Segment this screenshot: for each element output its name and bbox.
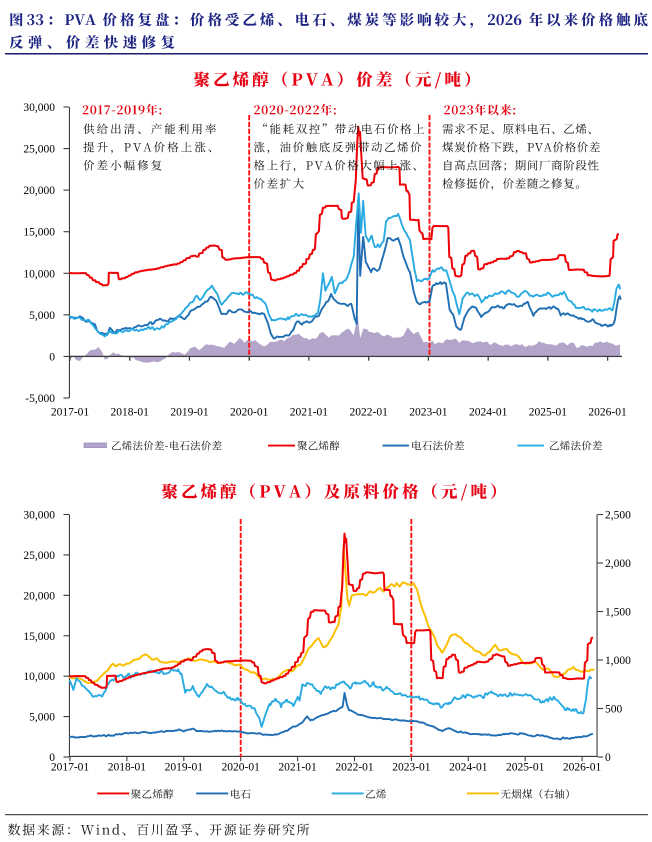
svg-text:2026-01: 2026-01 [563,762,602,774]
svg-text:2021-01: 2021-01 [278,762,317,774]
svg-text:2017-01: 2017-01 [51,407,90,419]
svg-text:30,000: 30,000 [23,510,55,522]
svg-text:1,000: 1,000 [605,655,631,667]
svg-text:30,000: 30,000 [23,102,55,114]
svg-text:2020-01: 2020-01 [222,762,261,774]
svg-text:2019-01: 2019-01 [165,762,204,774]
svg-text:2017-01: 2017-01 [51,762,90,774]
svg-text:1,500: 1,500 [605,607,631,619]
svg-text:2025-01: 2025-01 [506,762,545,774]
svg-text:2018-01: 2018-01 [108,762,147,774]
svg-text:2024-01: 2024-01 [449,762,488,774]
svg-text:2,000: 2,000 [605,558,631,570]
svg-text:25,000: 25,000 [23,550,55,562]
svg-text:2026-01: 2026-01 [588,407,627,419]
svg-text:25,000: 25,000 [23,144,55,156]
svg-text:0: 0 [605,752,611,764]
svg-text:0: 0 [49,752,55,764]
svg-text:500: 500 [605,704,623,716]
svg-text:15,000: 15,000 [23,227,55,239]
svg-text:2022-01: 2022-01 [350,407,389,419]
svg-text:2020-01: 2020-01 [230,407,269,419]
svg-text:10,000: 10,000 [23,671,55,683]
svg-text:2019-01: 2019-01 [170,407,209,419]
svg-text:2025-01: 2025-01 [529,407,568,419]
svg-text:2024-01: 2024-01 [469,407,508,419]
svg-text:0: 0 [49,351,55,363]
svg-text:2023-01: 2023-01 [392,762,431,774]
svg-text:15,000: 15,000 [23,631,55,643]
svg-text:2021-01: 2021-01 [290,407,329,419]
svg-text:2022-01: 2022-01 [335,762,374,774]
svg-text:2018-01: 2018-01 [111,407,150,419]
svg-text:-5,000: -5,000 [25,393,55,405]
svg-text:20,000: 20,000 [23,185,55,197]
svg-text:20,000: 20,000 [23,590,55,602]
svg-text:5,000: 5,000 [29,712,55,724]
svg-text:5,000: 5,000 [29,310,55,322]
svg-text:2023-01: 2023-01 [409,407,448,419]
svg-text:2,500: 2,500 [605,510,631,522]
svg-text:10,000: 10,000 [23,268,55,280]
